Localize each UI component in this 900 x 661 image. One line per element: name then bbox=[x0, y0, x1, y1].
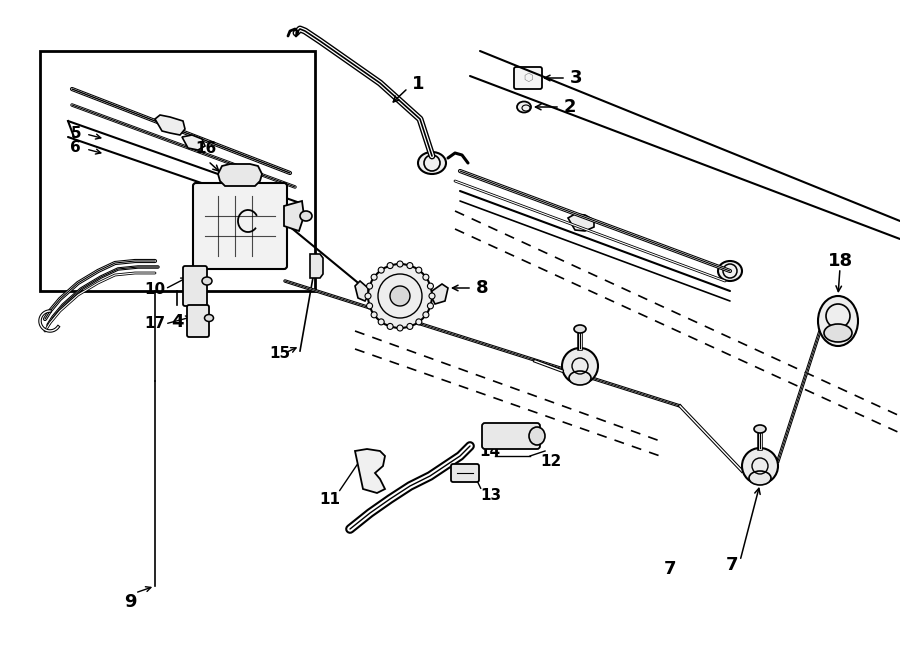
Ellipse shape bbox=[202, 277, 212, 285]
Ellipse shape bbox=[574, 325, 586, 333]
Ellipse shape bbox=[754, 425, 766, 433]
Ellipse shape bbox=[300, 211, 312, 221]
Ellipse shape bbox=[418, 152, 446, 174]
Text: 18: 18 bbox=[827, 252, 852, 270]
Text: 12: 12 bbox=[540, 453, 562, 469]
Ellipse shape bbox=[749, 471, 771, 485]
Ellipse shape bbox=[818, 296, 858, 346]
Text: 15: 15 bbox=[269, 346, 291, 360]
Circle shape bbox=[387, 262, 393, 268]
Circle shape bbox=[371, 312, 377, 318]
Text: 7: 7 bbox=[725, 556, 738, 574]
Polygon shape bbox=[284, 201, 304, 231]
Text: ⬡: ⬡ bbox=[523, 73, 533, 83]
Text: 7: 7 bbox=[664, 560, 676, 578]
Text: 17: 17 bbox=[144, 317, 165, 332]
Circle shape bbox=[397, 325, 403, 331]
Text: 3: 3 bbox=[570, 69, 582, 87]
Text: 6: 6 bbox=[70, 141, 81, 155]
Ellipse shape bbox=[824, 324, 852, 342]
Circle shape bbox=[416, 267, 422, 273]
Circle shape bbox=[742, 448, 778, 484]
Text: 10: 10 bbox=[144, 282, 165, 297]
Polygon shape bbox=[155, 115, 185, 135]
Polygon shape bbox=[355, 281, 368, 301]
Circle shape bbox=[407, 262, 413, 268]
Circle shape bbox=[378, 319, 384, 325]
Ellipse shape bbox=[718, 261, 742, 281]
Ellipse shape bbox=[204, 315, 213, 321]
Circle shape bbox=[368, 264, 432, 328]
Polygon shape bbox=[218, 164, 262, 186]
Text: 9: 9 bbox=[124, 593, 136, 611]
Circle shape bbox=[365, 293, 371, 299]
FancyBboxPatch shape bbox=[193, 183, 287, 269]
Text: 2: 2 bbox=[564, 98, 577, 116]
Polygon shape bbox=[310, 254, 323, 278]
FancyBboxPatch shape bbox=[151, 252, 171, 280]
Ellipse shape bbox=[517, 102, 531, 112]
Circle shape bbox=[423, 274, 429, 280]
Circle shape bbox=[562, 348, 598, 384]
Circle shape bbox=[428, 303, 434, 309]
Polygon shape bbox=[355, 449, 385, 493]
Text: 13: 13 bbox=[480, 488, 501, 504]
Polygon shape bbox=[568, 214, 594, 231]
Text: 11: 11 bbox=[320, 492, 340, 506]
Circle shape bbox=[366, 283, 373, 289]
Polygon shape bbox=[182, 135, 205, 150]
Circle shape bbox=[407, 323, 413, 329]
Ellipse shape bbox=[529, 427, 545, 445]
FancyBboxPatch shape bbox=[187, 305, 209, 337]
Circle shape bbox=[429, 293, 435, 299]
Circle shape bbox=[387, 323, 393, 329]
Text: 4: 4 bbox=[171, 313, 184, 331]
FancyBboxPatch shape bbox=[482, 423, 540, 449]
Circle shape bbox=[371, 274, 377, 280]
Ellipse shape bbox=[569, 371, 591, 385]
Circle shape bbox=[390, 286, 410, 306]
Text: 8: 8 bbox=[476, 279, 489, 297]
FancyBboxPatch shape bbox=[514, 67, 542, 89]
FancyBboxPatch shape bbox=[451, 464, 479, 482]
Bar bbox=[40, 51, 315, 291]
Text: 1: 1 bbox=[412, 75, 425, 93]
Circle shape bbox=[378, 267, 384, 273]
Polygon shape bbox=[432, 284, 448, 304]
Circle shape bbox=[397, 261, 403, 267]
Circle shape bbox=[428, 283, 434, 289]
Circle shape bbox=[366, 303, 373, 309]
Text: 16: 16 bbox=[195, 141, 217, 156]
Circle shape bbox=[423, 312, 429, 318]
Text: 14: 14 bbox=[480, 444, 500, 459]
FancyBboxPatch shape bbox=[183, 266, 207, 306]
Text: 5: 5 bbox=[70, 126, 81, 141]
Circle shape bbox=[416, 319, 422, 325]
